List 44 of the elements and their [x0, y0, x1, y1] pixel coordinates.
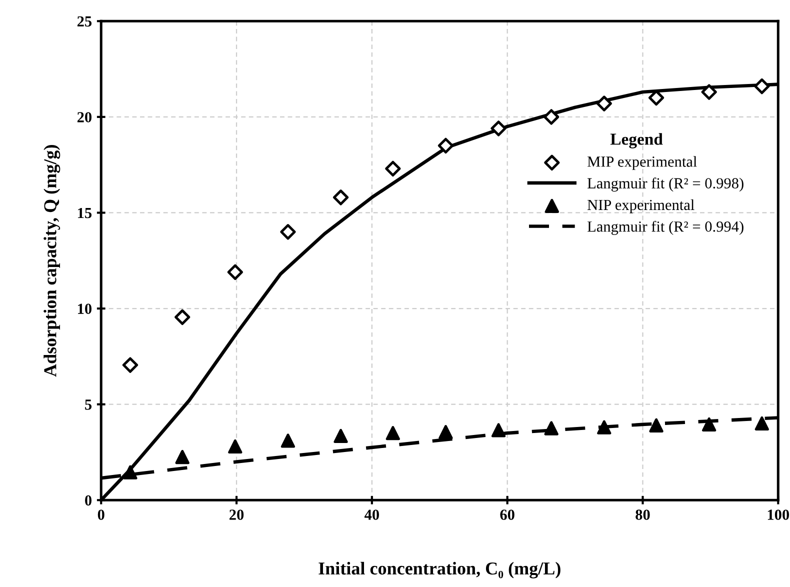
point — [174, 309, 190, 325]
point — [754, 78, 770, 94]
point — [122, 357, 138, 373]
point — [332, 190, 349, 206]
x-tick-label: 40 — [364, 510, 379, 520]
y-tick-label: 20 — [77, 112, 92, 122]
point — [597, 420, 612, 434]
legend-label: MIP experimental — [587, 156, 697, 170]
point — [596, 96, 612, 112]
legend-label: NIP experimental — [587, 199, 694, 214]
legend-label: Langmuir fit (R² = 0.998) — [587, 178, 744, 192]
point — [385, 160, 401, 176]
y-tick-label: 5 — [85, 400, 92, 410]
point — [754, 416, 769, 431]
point — [490, 120, 506, 136]
point — [544, 421, 558, 436]
y-tick-label: 0 — [85, 495, 92, 506]
point — [280, 434, 296, 448]
point — [438, 425, 453, 440]
x-tick-label: 60 — [500, 510, 514, 520]
x-tick-label: 80 — [636, 510, 650, 520]
x-axis-title: Initial concentration, C₀ (mg/L) — [318, 562, 560, 578]
legend-label: Langmuir fit (R² = 0.994) — [587, 220, 744, 235]
y-tick-label: 25 — [77, 16, 92, 27]
x-tick-label: 20 — [230, 510, 244, 520]
point — [544, 109, 560, 125]
point — [701, 84, 717, 100]
point — [649, 418, 664, 432]
point — [227, 264, 244, 280]
point — [491, 423, 506, 438]
point — [175, 450, 190, 464]
point — [438, 138, 454, 154]
legend-title: Legend — [610, 133, 663, 148]
x-tick-label: 0 — [98, 510, 104, 520]
point — [334, 428, 348, 443]
point — [280, 224, 296, 240]
x-tick-label: 100 — [768, 510, 790, 520]
point — [123, 465, 138, 480]
point — [228, 439, 242, 454]
y-axis-title: Adsorption capacity, Q (mg/g) — [44, 145, 60, 377]
point — [702, 417, 716, 432]
point — [386, 426, 400, 440]
y-tick-label: 15 — [78, 208, 92, 218]
y-tick-label: 10 — [78, 304, 92, 314]
